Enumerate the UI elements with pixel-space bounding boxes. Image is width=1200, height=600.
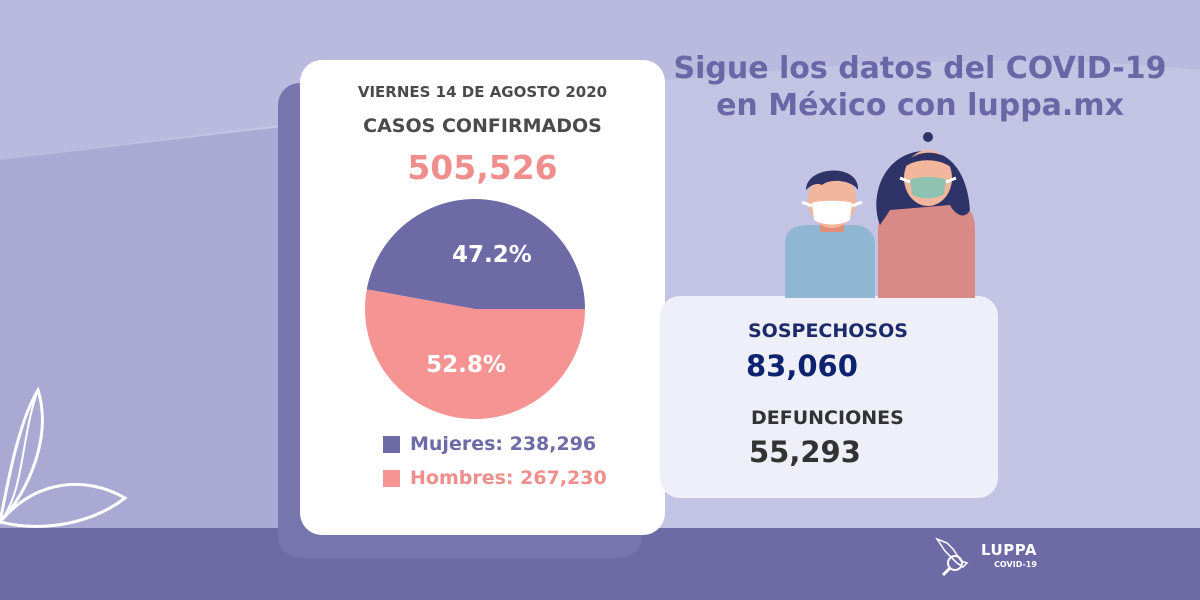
deaths-value: 55,293 bbox=[749, 435, 861, 469]
legend-swatch-men bbox=[383, 469, 400, 487]
headline-line-2: en México con luppa.mx bbox=[716, 88, 1124, 123]
pie-slice-hombres bbox=[365, 289, 585, 419]
headline-line-1: Sigue los datos del COVID-19 bbox=[673, 51, 1167, 86]
report-date: VIERNES 14 DE AGOSTO 2020 bbox=[357, 83, 608, 101]
legend-women: Mujeres: 238,296 bbox=[383, 433, 596, 455]
pie-label-hombres: 52.8% bbox=[426, 352, 506, 378]
confirmed-cases-value: 505,526 bbox=[407, 148, 558, 187]
pie-label-mujeres: 47.2% bbox=[452, 242, 532, 268]
pie-slice-mujeres bbox=[366, 199, 585, 309]
magnifier-map-icon bbox=[935, 537, 969, 577]
stats-card bbox=[660, 296, 998, 498]
legend-women-label: Mujeres: 238,296 bbox=[410, 433, 597, 455]
headline: Sigue los datos del COVID-19 en México c… bbox=[650, 50, 1190, 124]
suspected-label: SOSPECHOSOS bbox=[748, 320, 908, 342]
logo-subtitle: COVID-19 bbox=[994, 560, 1037, 569]
deaths-label: DEFUNCIONES bbox=[751, 407, 904, 429]
suspected-value: 83,060 bbox=[746, 349, 858, 383]
legend-men: Hombres: 267,230 bbox=[383, 467, 607, 489]
logo-name: LUPPA bbox=[981, 541, 1037, 559]
gender-pie-chart: 47.2% 52.8% bbox=[365, 199, 585, 419]
confirmed-cases-label: CASOS CONFIRMADOS bbox=[363, 115, 602, 137]
luppa-logo: LUPPA COVID-19 bbox=[935, 535, 1037, 577]
legend-swatch-women bbox=[383, 435, 400, 453]
legend-men-label: Hombres: 267,230 bbox=[410, 467, 607, 489]
leaf-icon bbox=[0, 386, 128, 528]
masked-people-illustration bbox=[785, 132, 975, 298]
